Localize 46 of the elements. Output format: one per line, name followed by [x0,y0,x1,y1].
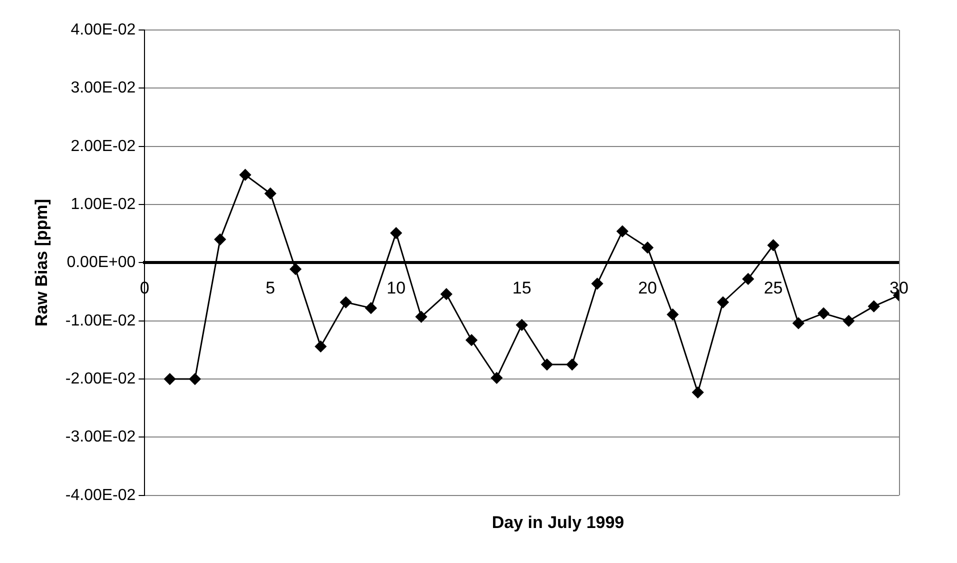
point [365,302,377,314]
point [792,317,804,329]
y-axis-title: Raw Bias [ppm] [32,198,51,326]
x-tick-label: 5 [266,278,276,298]
point [692,386,704,398]
x-tick-label: 30 [890,278,908,298]
y-tick-label: 1.00E-02 [70,196,136,213]
point [592,278,604,290]
point [239,169,251,181]
point [314,340,326,352]
x-tick-label: 15 [512,278,532,298]
point [666,308,678,320]
point [340,296,352,308]
point [642,242,654,254]
point [264,188,276,200]
y-tick-label: 0.00E+00 [66,254,136,272]
y-tick-label: 3.00E-02 [70,80,136,97]
y-tick-label: 2.00E-02 [70,138,136,155]
point [818,308,830,320]
point [842,315,854,327]
y-tick-label: -2.00E-02 [65,370,136,388]
point [516,319,528,331]
point [742,273,754,285]
point [717,296,729,308]
point [466,334,478,346]
point [440,288,452,300]
y-tick-label: -3.00E-02 [65,428,136,446]
point [768,240,780,251]
x-axis-title: Day in July 1999 [490,513,626,533]
y-tick-label: -4.00E-02 [65,486,136,504]
point [566,358,578,370]
point [541,358,553,370]
point [214,234,226,246]
point [616,226,628,238]
point [416,311,428,323]
x-tick-label: 10 [386,278,406,298]
y-tick-label: -1.00E-02 [65,312,136,330]
point [189,373,201,385]
point [490,372,502,384]
point [868,300,880,312]
point [390,227,402,239]
y-tick-label: 4.00E-02 [70,21,136,38]
point [290,263,302,275]
x-tick-label: 20 [638,278,658,298]
x-tick-label: 25 [764,278,783,298]
point [164,373,176,385]
